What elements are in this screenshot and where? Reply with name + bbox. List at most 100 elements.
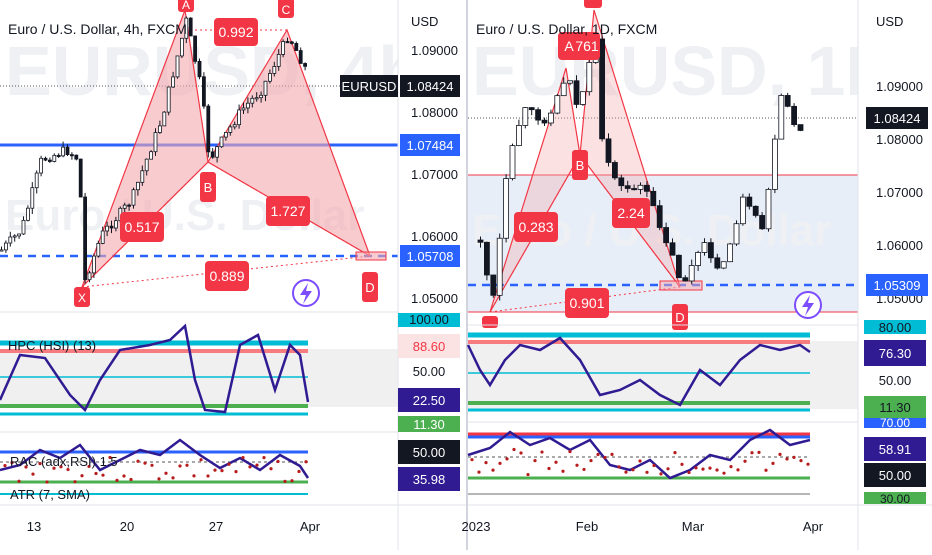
candle (65, 146, 70, 156)
osc-dot (785, 457, 789, 461)
candle (241, 107, 246, 111)
candle (135, 181, 140, 191)
left-time-13: 13 (27, 519, 41, 534)
left-currency: USD (411, 14, 438, 29)
osc-dot (192, 474, 196, 478)
candle (30, 187, 35, 209)
right-time-axis[interactable]: 2023 Feb Mar Apr (462, 519, 824, 534)
price-tick-label: 1.07000 (411, 167, 458, 182)
candle (245, 102, 250, 109)
osc-dot (87, 464, 91, 469)
osc-dot (526, 472, 530, 477)
osc-dot (645, 470, 649, 474)
left-watermark: EURUSD, 4h (5, 32, 421, 110)
candle (175, 55, 180, 78)
osc-dot (150, 463, 154, 467)
candle (100, 230, 105, 244)
right-last-price: 1.08424 (874, 111, 921, 126)
osc-dot (94, 471, 98, 476)
osc-dot (505, 457, 509, 461)
candle (281, 41, 286, 55)
candle (144, 158, 149, 172)
candle (210, 151, 215, 158)
left-price-axis[interactable]: USD 1.090001.080001.070001.060001.05000 … (340, 0, 466, 550)
osc-dot (178, 464, 182, 468)
candle (34, 172, 39, 189)
right-osc1-tick-50: 50.00 (879, 373, 912, 388)
osc-dot (248, 465, 252, 469)
candle (637, 184, 644, 190)
left-label-x: X (78, 291, 86, 305)
left-prz-box (355, 251, 387, 261)
left-time-20: 20 (120, 519, 134, 534)
flash-icon[interactable] (794, 291, 822, 319)
osc-dot (575, 463, 579, 467)
left-xd-line (81, 255, 371, 288)
right-time-2023: 2023 (462, 519, 491, 534)
osc-dot (108, 455, 112, 460)
candle (477, 239, 484, 243)
left-osc2-tick-35: 35.98 (413, 472, 446, 487)
osc-dot (638, 459, 642, 463)
osc-dot (673, 451, 677, 455)
osc-dot (227, 462, 231, 466)
candle (548, 112, 554, 124)
candle (765, 188, 772, 230)
left-time-apr: Apr (300, 519, 321, 534)
osc-dot (778, 452, 782, 456)
right-time-feb: Feb (576, 519, 598, 534)
candle (490, 274, 497, 296)
right-time-mar: Mar (682, 519, 705, 534)
right-osc2-tick-58: 58.91 (879, 442, 912, 457)
osc-dot (533, 459, 537, 463)
pane-divider[interactable] (466, 0, 468, 550)
candle (114, 220, 118, 229)
left-bd-line (207, 161, 371, 257)
osc-dot (701, 467, 705, 471)
candle (772, 138, 778, 190)
right-osc1-tick-76: 76.30 (879, 346, 912, 361)
candle (206, 105, 211, 153)
candle (503, 178, 510, 239)
left-osc1-tick-88: 88.60 (413, 339, 446, 354)
candle (74, 154, 79, 160)
osc-dot (122, 474, 126, 478)
candle (83, 196, 87, 281)
left-osc3-label: ATR (7, SMA) (10, 487, 90, 502)
candle (184, 17, 189, 39)
osc-dot (715, 468, 719, 472)
osc-dot (220, 469, 224, 473)
left-ratio-xd: 0.889 (209, 268, 244, 284)
candle (701, 242, 708, 253)
right-label-d: D (675, 310, 684, 325)
candle (70, 154, 74, 157)
candle (131, 189, 136, 206)
candle (580, 91, 586, 105)
right-currency: USD (876, 14, 903, 29)
osc-dot (610, 452, 614, 456)
left-last-price-bg (400, 75, 460, 97)
right-osc2-tick-70: 70.00 (880, 416, 910, 430)
osc-dot (24, 465, 28, 469)
candle (193, 35, 198, 62)
candle (228, 126, 233, 133)
left-ratio-bd: 1.727 (270, 203, 305, 219)
left-time-axis[interactable]: 13 20 27 Apr (27, 519, 321, 534)
osc-dot (652, 463, 656, 468)
flash-icon[interactable] (292, 279, 320, 307)
left-title: Euro / U.S. Dollar, 4h, FXCM (8, 21, 187, 37)
candle (567, 80, 573, 84)
candle (171, 76, 176, 88)
osc-dot (736, 468, 740, 472)
osc-dot (38, 461, 42, 466)
left-symbol-tag-bg (340, 75, 398, 97)
price-tick-label: 1.09000 (411, 43, 458, 58)
candle (522, 107, 529, 126)
right-candles (477, 34, 804, 301)
candle (759, 215, 765, 230)
candle (708, 242, 714, 259)
right-osc1-tick-80: 80.00 (879, 320, 912, 335)
right-price-axis[interactable]: USD 1.090001.080001.070001.060001.05000 … (857, 0, 932, 550)
osc-dot (115, 478, 119, 482)
candle (149, 151, 154, 160)
